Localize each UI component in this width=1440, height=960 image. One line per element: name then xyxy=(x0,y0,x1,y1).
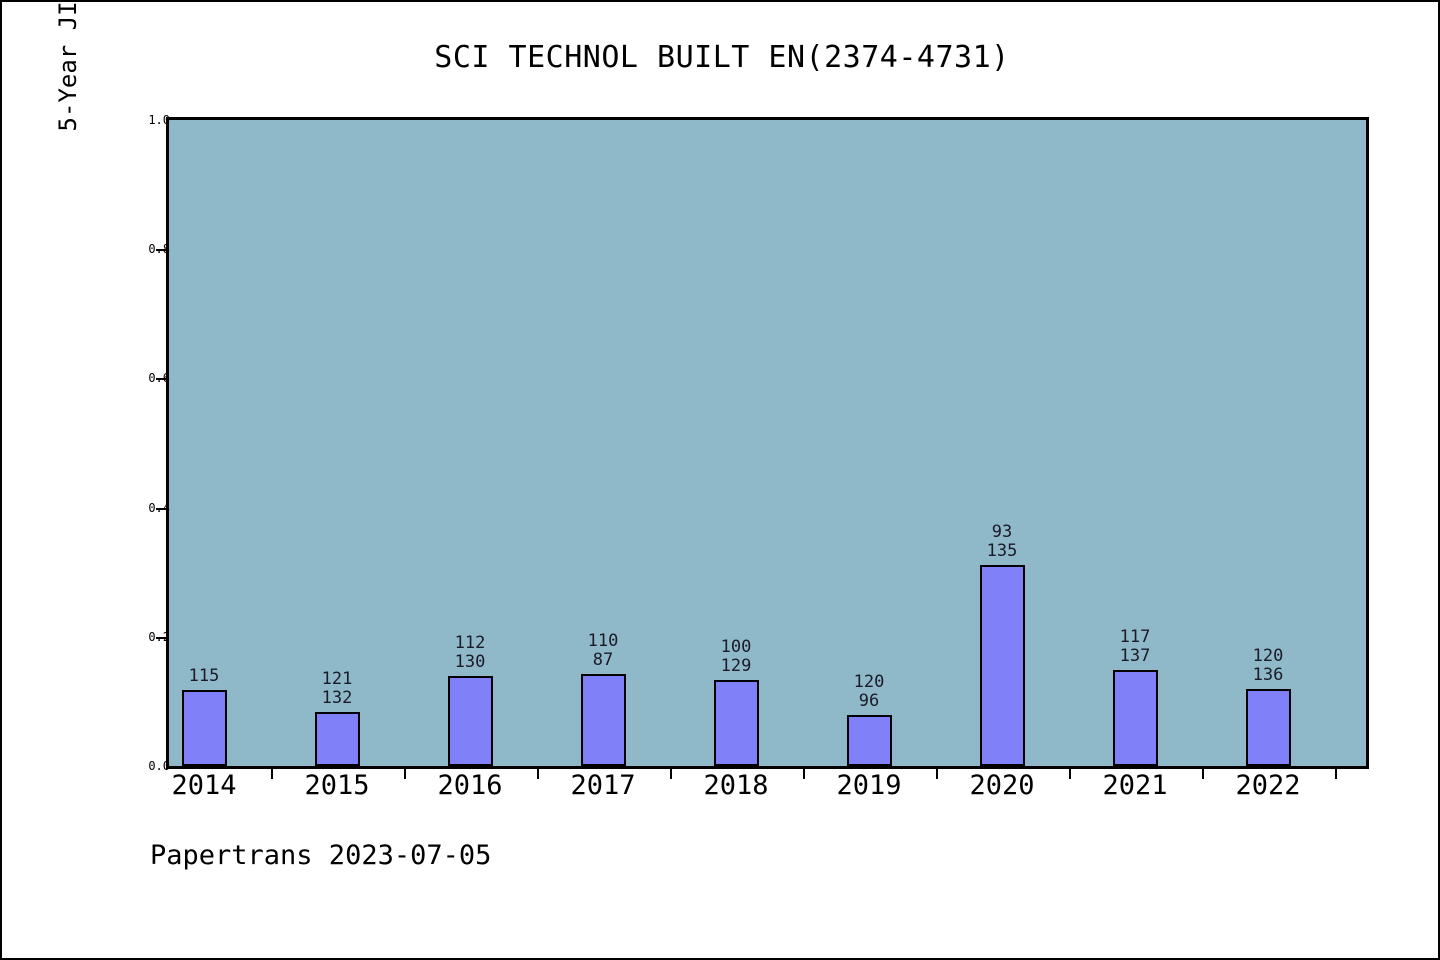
bar-2015[interactable] xyxy=(314,711,360,766)
y-axis-tick-label: 1.0 xyxy=(148,113,170,127)
x-axis-tick xyxy=(270,766,273,779)
bar-value-label-2016: 112 130 xyxy=(454,633,486,673)
x-axis-tick xyxy=(403,766,406,779)
bar-2021[interactable] xyxy=(1112,669,1158,766)
y-axis-label: 5-Year JIF Rank in ENGINEERING, MECHANIC… xyxy=(51,0,85,151)
bar-2022[interactable] xyxy=(1245,689,1291,766)
bar-2014[interactable] xyxy=(181,690,227,766)
plot-inner: 0.0 0.2 0.4 0.6 0.8 1.0 115 2014 121 132 2015 112 … xyxy=(148,113,1366,801)
footer-note: Papertrans 2023-07-05 xyxy=(150,840,492,871)
x-axis-tick-label-2019: 2019 xyxy=(836,770,902,801)
y-axis-tick-label: 0.4 xyxy=(148,500,170,515)
bar-2018[interactable] xyxy=(713,680,759,766)
y-axis-tick-label: 0.8 xyxy=(148,242,170,257)
bar-2016[interactable] xyxy=(447,676,493,766)
bar-value-label-2014: 115 xyxy=(188,666,220,687)
bar-value-label-2022: 120 136 xyxy=(1252,646,1284,686)
y-axis-tick-label: 0.6 xyxy=(148,371,170,386)
x-axis-tick xyxy=(536,766,539,779)
bar-value-label-2019: 120 96 xyxy=(853,671,885,711)
bar-2020[interactable] xyxy=(979,565,1025,766)
x-axis-tick xyxy=(935,766,938,779)
y-axis-tick-label: 0.2 xyxy=(148,629,170,644)
x-axis-tick xyxy=(669,766,672,779)
x-axis-tick xyxy=(802,766,805,779)
x-axis-tick-label-2022: 2022 xyxy=(1235,770,1301,801)
y-axis-tick xyxy=(156,507,169,510)
y-axis-label-text: 5-Year JIF Rank in ENGINEERING, MECHANIC… xyxy=(51,0,85,151)
bar-value-label-2015: 121 132 xyxy=(321,668,353,708)
bar-value-label-2017: 110 87 xyxy=(587,631,619,671)
bar-2017[interactable] xyxy=(580,674,626,766)
plot-area: 0.0 0.2 0.4 0.6 0.8 1.0 115 2014 121 132 2015 112 … xyxy=(148,113,1369,801)
x-axis-tick xyxy=(1201,766,1204,779)
x-axis-tick-label-2015: 2015 xyxy=(304,770,370,801)
bar-value-label-2020: 93 135 xyxy=(986,522,1018,562)
y-axis-tick xyxy=(156,636,169,639)
x-axis-tick xyxy=(1068,766,1071,779)
x-axis-tick-label-2021: 2021 xyxy=(1102,770,1168,801)
x-axis-tick-label-2016: 2016 xyxy=(437,770,503,801)
x-axis-tick-label-2020: 2020 xyxy=(969,770,1035,801)
bar-2019[interactable] xyxy=(846,714,892,766)
y-axis-tick-label: 0.0 xyxy=(148,759,170,773)
x-axis-tick-label-2018: 2018 xyxy=(703,770,769,801)
x-axis-tick xyxy=(1334,766,1337,779)
bar-value-label-2021: 117 137 xyxy=(1119,626,1151,666)
y-axis-tick xyxy=(156,249,169,252)
x-axis-tick-label-2017: 2017 xyxy=(570,770,636,801)
chart-title: SCI TECHNOL BUILT EN(2374-4731) xyxy=(434,40,1010,75)
bar-value-label-2018: 100 129 xyxy=(720,637,752,677)
x-axis-tick-label-2014: 2014 xyxy=(171,770,237,801)
y-axis-tick xyxy=(156,378,169,381)
